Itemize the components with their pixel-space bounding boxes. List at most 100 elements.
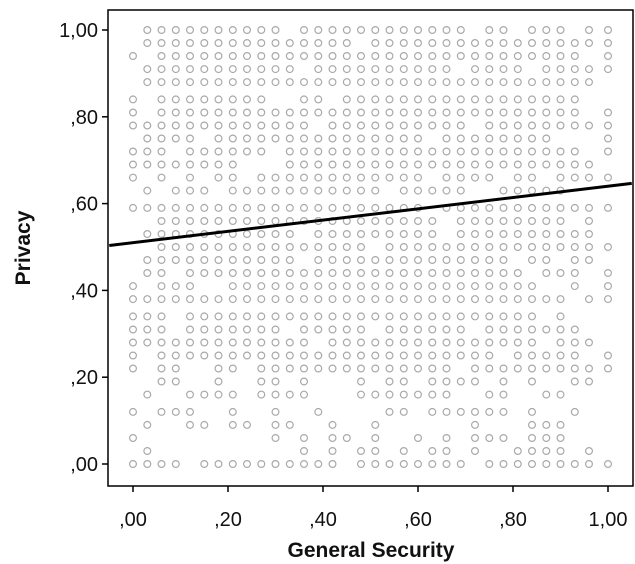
scatter-point: [228, 203, 237, 212]
scatter-point: [157, 377, 166, 386]
scatter-point: [527, 338, 536, 347]
scatter-point: [385, 407, 394, 416]
scatter-point: [456, 78, 465, 87]
scatter-point: [300, 377, 309, 386]
scatter-point: [171, 186, 180, 195]
scatter-point: [157, 203, 166, 212]
scatter-point: [442, 269, 451, 278]
scatter-point: [214, 121, 223, 130]
scatter-point: [556, 121, 565, 130]
scatter-point: [314, 173, 323, 182]
scatter-point: [314, 38, 323, 47]
scatter-point: [371, 203, 380, 212]
scatter-point: [414, 243, 423, 252]
scatter-point: [129, 460, 138, 469]
scatter-point: [442, 65, 451, 74]
scatter-point: [485, 325, 494, 334]
scatter-point: [171, 26, 180, 35]
scatter-point: [584, 78, 593, 87]
scatter-point: [456, 256, 465, 265]
scatter-point: [414, 338, 423, 347]
scatter-point: [328, 243, 337, 252]
scatter-point: [471, 51, 480, 60]
y-tick-label: ,20: [70, 367, 98, 389]
scatter-point: [542, 26, 551, 35]
scatter-point: [603, 460, 612, 469]
scatter-point: [471, 243, 480, 252]
scatter-point: [556, 160, 565, 169]
scatter-point: [271, 230, 280, 239]
scatter-point: [385, 243, 394, 252]
scatter-point: [328, 78, 337, 87]
scatter-point: [527, 377, 536, 386]
scatter-point: [603, 134, 612, 143]
y-tick-label: ,60: [70, 194, 98, 216]
scatter-point: [428, 243, 437, 252]
scatter-point: [342, 243, 351, 252]
scatter-point: [471, 160, 480, 169]
scatter-point: [157, 256, 166, 265]
scatter-point: [357, 325, 366, 334]
scatter-point: [371, 217, 380, 226]
scatter-point: [257, 51, 266, 60]
scatter-point: [371, 160, 380, 169]
scatter-point: [442, 51, 451, 60]
scatter-point: [342, 434, 351, 443]
fit-line: [109, 181, 632, 247]
scatter-point: [214, 390, 223, 399]
scatter-point: [414, 121, 423, 130]
scatter-point: [357, 217, 366, 226]
scatter-point: [527, 95, 536, 104]
scatter-point: [200, 160, 209, 169]
scatter-point: [542, 203, 551, 212]
scatter-point: [399, 95, 408, 104]
scatter-point: [428, 407, 437, 416]
scatter-point: [186, 78, 195, 87]
scatter-point: [527, 51, 536, 60]
scatter-point: [542, 364, 551, 373]
scatter-point: [357, 203, 366, 212]
scatter-point: [399, 390, 408, 399]
scatter-point: [542, 434, 551, 443]
scatter-point: [499, 312, 508, 321]
scatter-point: [414, 134, 423, 143]
scatter-point: [471, 295, 480, 304]
scatter-point: [584, 295, 593, 304]
scatter-point: [257, 338, 266, 347]
scatter-point: [513, 243, 522, 252]
scatter-point: [414, 51, 423, 60]
scatter-point: [143, 78, 152, 87]
scatter-point: [314, 186, 323, 195]
scatter-point: [300, 108, 309, 117]
scatter-point: [428, 312, 437, 321]
scatter-point: [243, 420, 252, 429]
scatter-point: [129, 351, 138, 360]
scatter-point: [556, 38, 565, 47]
scatter-point: [214, 243, 223, 252]
scatter-point: [285, 203, 294, 212]
scatter-point: [186, 26, 195, 35]
scatter-point: [485, 26, 494, 35]
scatter-point: [542, 351, 551, 360]
scatter-point: [186, 160, 195, 169]
scatter-point: [385, 312, 394, 321]
scatter-point: [228, 325, 237, 334]
scatter-point: [471, 377, 480, 386]
scatter-point: [471, 38, 480, 47]
scatter-point: [428, 121, 437, 130]
scatter-point: [243, 51, 252, 60]
scatter-point: [499, 377, 508, 386]
scatter-point: [399, 295, 408, 304]
scatter-point: [300, 460, 309, 469]
scatter-point: [243, 338, 252, 347]
scatter-point: [214, 325, 223, 334]
scatter-point: [285, 51, 294, 60]
scatter-point: [129, 108, 138, 117]
scatter-point: [527, 295, 536, 304]
scatter-point: [271, 325, 280, 334]
scatter-point: [157, 108, 166, 117]
scatter-point: [129, 147, 138, 156]
scatter-point: [499, 26, 508, 35]
scatter-point: [314, 78, 323, 87]
scatter-point: [456, 325, 465, 334]
